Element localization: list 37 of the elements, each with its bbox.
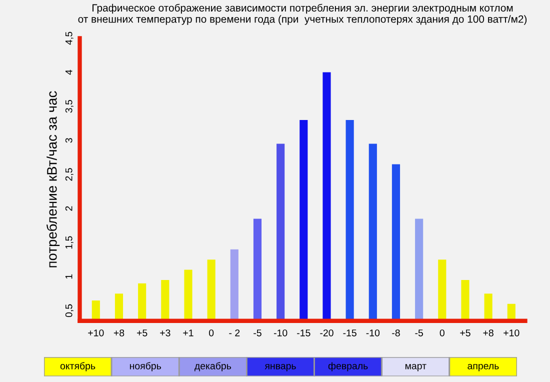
x-tick-label: 0	[440, 329, 444, 336]
y-tick-label: 3	[65, 138, 72, 143]
y-axis-title: потребление кВт/час за час	[46, 91, 60, 268]
text: ноябрь	[130, 362, 161, 372]
text: декабрь	[194, 362, 232, 372]
y-tick-label: 4,5	[65, 32, 74, 45]
x-tick-label: +5	[137, 330, 148, 336]
y-tick-label: 3,5	[65, 100, 74, 113]
x-tick-label: +5	[460, 330, 470, 336]
text: март	[405, 364, 426, 372]
x-tick-label: +8	[483, 329, 494, 336]
text: февраль	[328, 362, 368, 372]
x-tick-label: -5	[254, 330, 262, 336]
y-tick-label: 2,5	[65, 168, 74, 181]
x-tick-label: +1	[183, 330, 194, 336]
x-tick-label: -20	[320, 329, 334, 336]
chart-title: Графическое отображение зависимости потребления эл. энергии электродным котлом от внешних температур по времени года (при учетных теплопотерях здания до 100 ватт/м2)	[78, 4, 527, 25]
x-tick-label: +10	[88, 329, 104, 336]
x-tick-label: +3	[160, 329, 170, 336]
x-tick-label: -10	[274, 329, 288, 336]
x-tick-label: -15	[343, 330, 356, 336]
y-tick-label: 1,5	[65, 236, 74, 249]
x-tick-label: 0	[209, 329, 214, 336]
x-tick-label: +8	[114, 329, 124, 336]
y-tick-label: 1	[65, 274, 72, 279]
y-tick-label: 2	[65, 206, 72, 211]
text: октябрь	[60, 362, 96, 372]
y-tick-label: 4	[65, 70, 72, 75]
x-tick-label: -10	[366, 329, 380, 336]
x-tick-label: -8	[392, 329, 400, 336]
x-tick-label: -5	[415, 330, 423, 336]
x-tick-label: - 2	[229, 329, 240, 336]
x-tick-label: +10	[504, 329, 520, 336]
text: апрель	[468, 364, 499, 372]
text: январь	[264, 364, 296, 372]
x-tick-label: -15	[297, 330, 310, 336]
y-tick-label: 0,5	[65, 304, 74, 318]
